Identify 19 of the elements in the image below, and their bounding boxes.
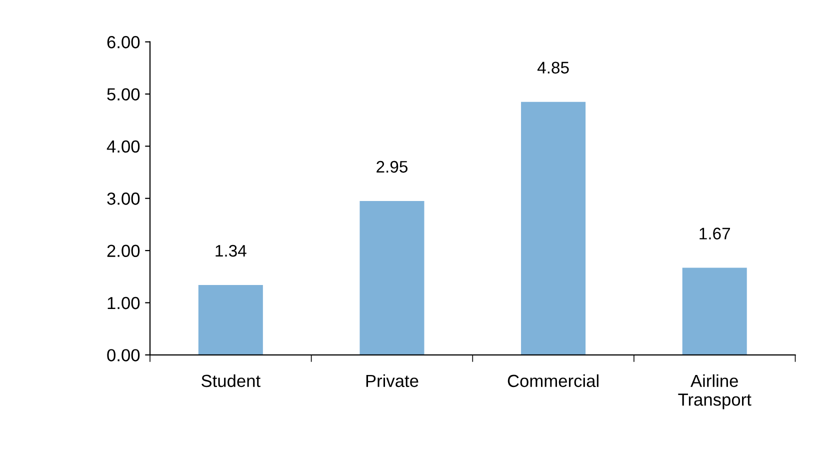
y-tick-label: 6.00 [107,36,140,48]
x-tick-label: Commercial [508,374,598,388]
y-tick-label: 1.00 [108,296,140,310]
bar [682,268,747,355]
x-tick-label: Student [202,374,260,388]
bar [198,284,263,355]
y-tick-label: 5.00 [107,88,140,100]
x-tick-label: Private [366,374,418,388]
data-label: 1.67 [700,228,730,240]
y-tick-label: 0.00 [107,349,140,362]
x-tick-label: Airline Transport [678,374,752,410]
bar [360,200,424,355]
data-label: 4.85 [537,62,569,74]
data-label: 1.34 [216,244,246,257]
y-tick-label: 4.00 [106,140,140,153]
y-tick-label: 3.00 [107,192,140,205]
bar [521,102,586,355]
y-tick-label: 2.00 [107,244,140,258]
data-label: 2.95 [376,160,408,173]
